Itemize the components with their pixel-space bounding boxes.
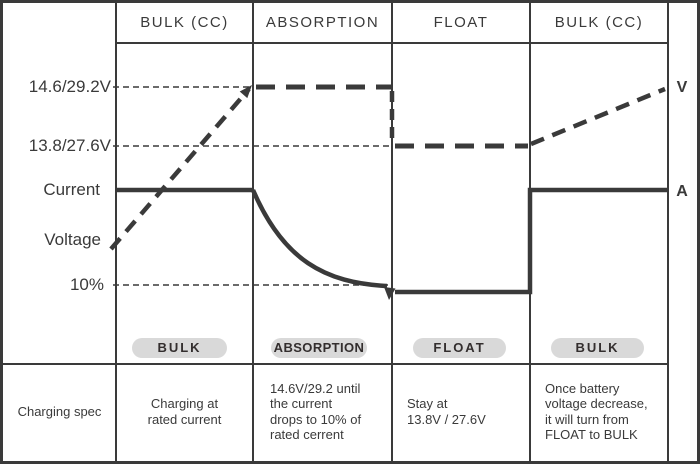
spec-cell-absorption: 14.6V/29.2 until the current drops to 10… <box>270 380 362 443</box>
current-float-and-bulk2 <box>395 187 668 295</box>
phase-header-bulk1: BULK (CC) <box>140 14 229 31</box>
spec-cell-bulk1: Charging at rated current <box>147 396 222 427</box>
phase-header-bulk2: BULK (CC) <box>554 14 644 31</box>
spec-cell-bulk2: Once battery voltage decrease, it will t… <box>545 380 648 443</box>
axis-label-voltage: Voltage <box>44 230 101 249</box>
axis-label-current: Current <box>43 180 100 199</box>
stage-badge-absorption: ABSORPTION <box>271 338 367 358</box>
axis-label-absorption-voltage: 14.6/29.2V <box>28 77 111 96</box>
stage-badge-bulk2: BULK <box>551 338 644 358</box>
current-decay-absorption <box>250 189 388 289</box>
voltage-ramp-bulk2 <box>530 86 666 147</box>
spec-cell-float: Stay at 13.8V / 27.6V <box>407 396 486 427</box>
phase-header-float: FLOAT <box>433 14 489 31</box>
spec-row-label: Charging spec <box>17 403 102 419</box>
axis-label-10pct: 10% <box>69 275 104 294</box>
stage-badge-bulk1: BULK <box>132 338 227 358</box>
current-arrowhead-icon <box>384 287 396 300</box>
stage-badge-float: FLOAT <box>413 338 506 358</box>
column-grid-lines <box>115 3 669 461</box>
row-grid-lines <box>3 42 668 365</box>
voltage-ramp-bulk1 <box>109 87 251 251</box>
axis-label-a: A <box>676 183 688 200</box>
axis-label-v: V <box>676 79 688 96</box>
voltage-arrowhead-icon <box>239 85 252 99</box>
phase-header-absorption: ABSORPTION <box>265 14 380 31</box>
axis-label-float-voltage: 13.8/27.6V <box>28 136 111 155</box>
